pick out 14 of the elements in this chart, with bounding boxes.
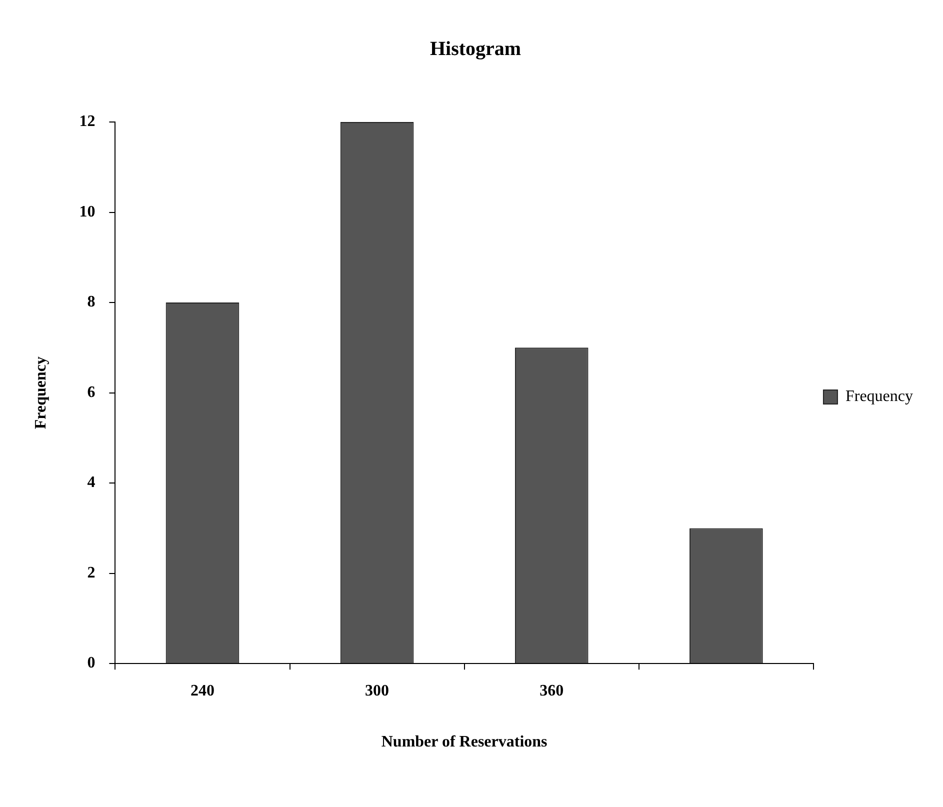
y-tick-label: 0 [87,654,96,672]
x-tick-label: 300 [365,682,390,700]
y-tick-label: 8 [87,294,96,311]
x-axis-title: Number of Reservations [381,734,548,751]
y-tick-label: 4 [87,474,96,492]
legend-label: Frequency [845,388,913,406]
y-tick-label: 2 [87,564,96,582]
chart-title: Histogram [430,38,522,60]
x-tick-label: 360 [540,682,564,700]
y-tick-label: 6 [87,384,96,401]
x-tick-label: 240 [190,682,214,700]
y-tick-label: 12 [79,113,96,130]
y-tick-label: 10 [79,203,96,220]
y-axis-title: Frequency [32,356,50,430]
